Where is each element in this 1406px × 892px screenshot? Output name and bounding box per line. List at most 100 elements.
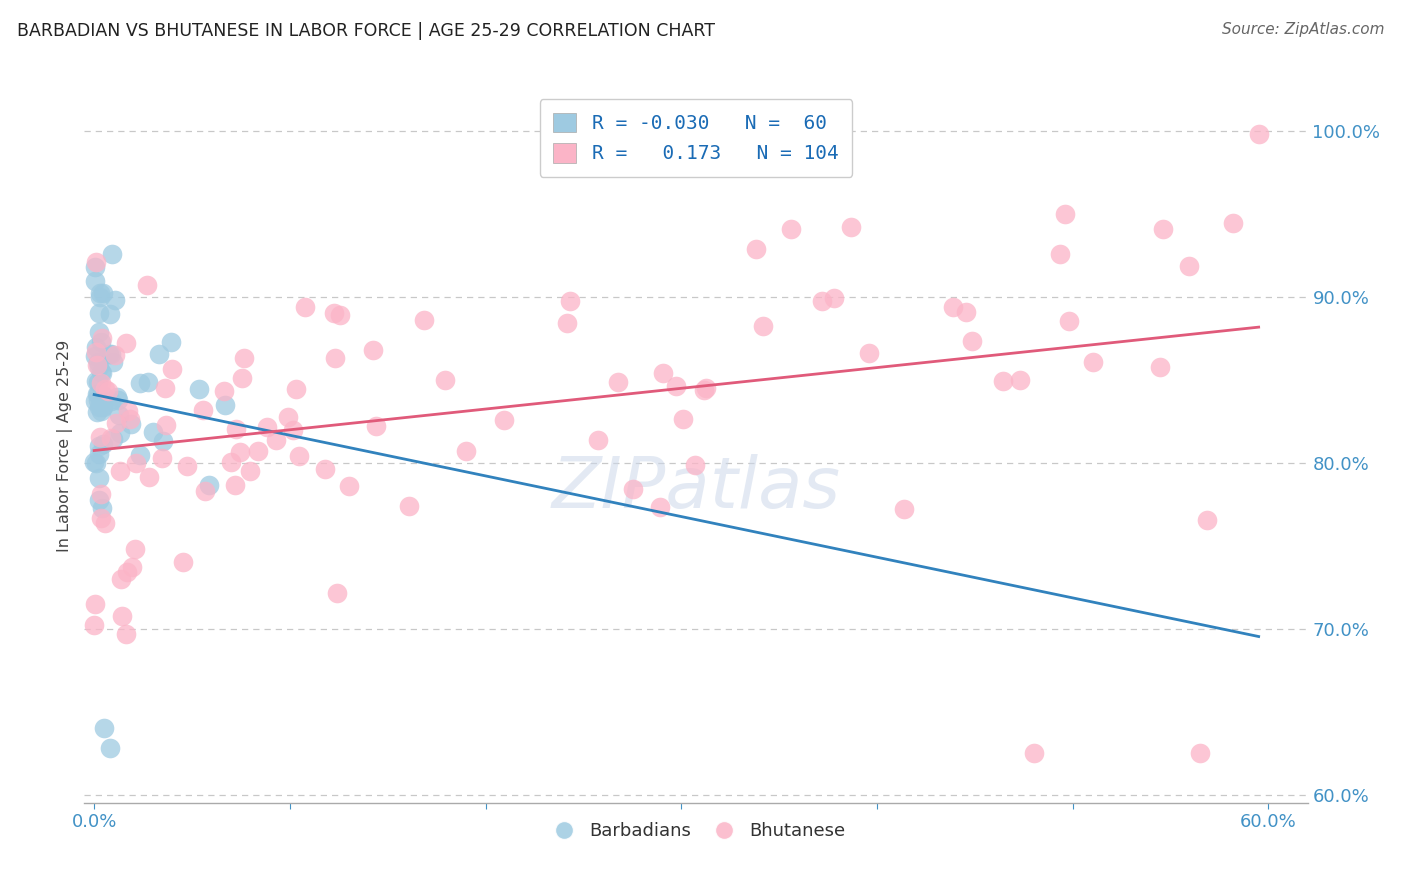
Point: [118, 411, 141, 425]
Point: [98, 741, 121, 756]
Point: [136, 278, 159, 293]
Point: [284, 382, 307, 396]
Point: [100, 394, 122, 409]
Point: [101, 432, 124, 446]
Point: [326, 586, 349, 600]
Point: [83, 274, 105, 288]
Point: [264, 433, 287, 447]
Point: [693, 383, 716, 397]
Point: [125, 456, 148, 470]
Point: [86, 374, 108, 388]
Point: [91, 400, 114, 414]
Point: [955, 304, 977, 318]
Point: [90, 486, 112, 500]
Point: [232, 351, 254, 365]
Point: [152, 434, 174, 449]
Point: [93, 389, 115, 403]
Point: [121, 559, 143, 574]
Point: [283, 423, 305, 437]
Point: [155, 418, 177, 433]
Point: [84, 255, 107, 269]
Point: [823, 291, 845, 305]
Point: [100, 346, 122, 360]
Point: [683, 458, 706, 473]
Point: [492, 412, 515, 426]
Point: [84, 597, 107, 611]
Point: [1152, 222, 1174, 236]
Point: [1083, 355, 1105, 369]
Point: [960, 334, 983, 348]
Point: [90, 366, 112, 380]
Point: [148, 347, 170, 361]
Point: [114, 335, 136, 350]
Point: [104, 348, 127, 362]
Point: [314, 461, 336, 475]
Point: [1178, 259, 1201, 273]
Point: [87, 439, 110, 453]
Point: [665, 379, 688, 393]
Point: [456, 444, 478, 458]
Point: [91, 501, 114, 516]
Point: [108, 408, 131, 422]
Text: ZIPatlas: ZIPatlas: [551, 454, 841, 524]
Point: [695, 381, 717, 395]
Point: [1247, 127, 1270, 141]
Point: [90, 334, 112, 349]
Point: [90, 376, 112, 391]
Point: [84, 344, 107, 359]
Text: BARBADIAN VS BHUTANESE IN LABOR FORCE | AGE 25-29 CORRELATION CHART: BARBADIAN VS BHUTANESE IN LABOR FORCE | …: [17, 22, 714, 40]
Point: [108, 464, 131, 478]
Point: [288, 450, 311, 464]
Legend: Barbadians, Bhutanese: Barbadians, Bhutanese: [538, 815, 853, 847]
Point: [90, 365, 112, 379]
Point: [104, 416, 127, 430]
Point: [89, 429, 111, 443]
Point: [90, 511, 112, 525]
Point: [105, 390, 128, 404]
Point: [100, 431, 122, 445]
Point: [87, 393, 110, 408]
Point: [1049, 246, 1071, 260]
Point: [124, 542, 146, 557]
Point: [329, 308, 352, 322]
Point: [86, 358, 108, 372]
Point: [225, 422, 247, 436]
Point: [94, 516, 117, 530]
Point: [1053, 206, 1076, 220]
Point: [1149, 359, 1171, 374]
Point: [89, 290, 111, 304]
Point: [752, 318, 775, 333]
Point: [811, 293, 834, 308]
Point: [558, 294, 581, 309]
Point: [98, 307, 121, 321]
Point: [150, 450, 173, 465]
Point: [294, 301, 316, 315]
Point: [114, 627, 136, 641]
Point: [366, 419, 388, 434]
Point: [1195, 513, 1218, 527]
Point: [361, 343, 384, 357]
Point: [650, 500, 672, 514]
Point: [84, 340, 107, 354]
Point: [212, 384, 235, 398]
Point: [1008, 373, 1031, 387]
Point: [398, 499, 420, 513]
Point: [412, 313, 434, 327]
Point: [117, 404, 139, 418]
Point: [101, 246, 124, 260]
Point: [337, 479, 360, 493]
Point: [191, 402, 214, 417]
Point: [153, 381, 176, 395]
Point: [87, 447, 110, 461]
Point: [86, 387, 108, 401]
Point: [555, 317, 578, 331]
Point: [277, 410, 299, 425]
Point: [323, 306, 346, 320]
Point: [194, 483, 217, 498]
Point: [672, 411, 695, 425]
Point: [110, 426, 132, 441]
Point: [87, 471, 110, 485]
Point: [111, 609, 134, 624]
Point: [93, 721, 115, 735]
Point: [93, 399, 115, 413]
